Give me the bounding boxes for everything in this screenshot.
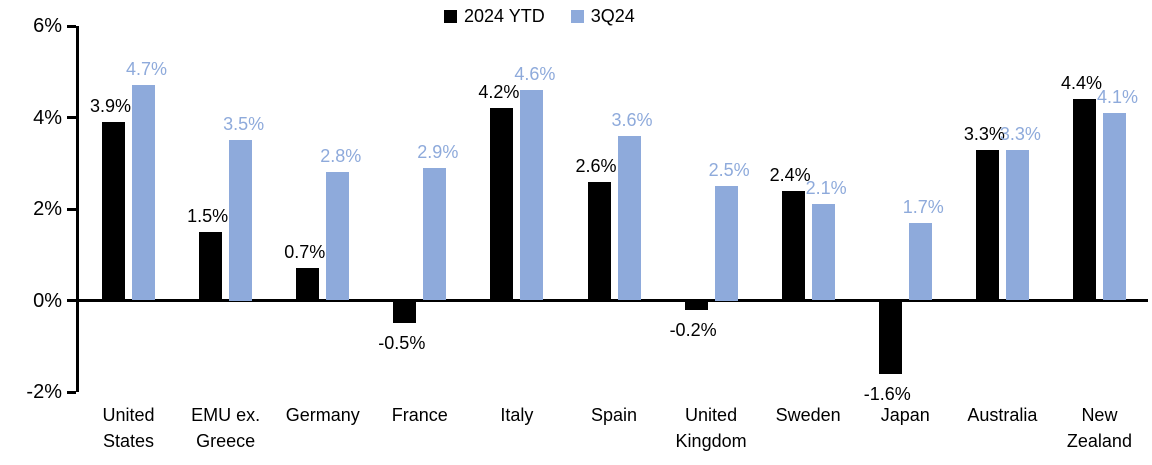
y-tick-mark [67, 24, 76, 28]
y-tick-label: 6% [33, 15, 62, 37]
bar [878, 300, 902, 374]
bar-label: -1.6% [863, 383, 911, 404]
x-axis-zero-line [76, 299, 1148, 302]
y-tick-label: 0% [33, 289, 62, 312]
category-labels: United States EMU ex. Greece Germany France… [80, 402, 1148, 462]
bar [102, 122, 126, 301]
legend-item-2024-ytd: 2024 YTD [444, 6, 545, 27]
bar-label: 2.1% [805, 178, 847, 199]
bar-label: 2.5% [708, 160, 750, 181]
y-tick-label: -2% [26, 381, 62, 403]
legend-label-3q24: 3Q24 [590, 6, 635, 26]
bar [393, 300, 417, 324]
bar-label: 1.7% [902, 196, 944, 217]
bar-label: 4.7% [126, 59, 168, 80]
bar-label: 2.8% [320, 146, 362, 167]
legend-swatch-2024-ytd-icon [444, 10, 457, 23]
legend-label-2024-ytd: 2024 YTD [464, 6, 545, 26]
bar [908, 222, 932, 301]
bar [490, 108, 514, 301]
plot-area: 3.9% 4.7% 1.5% 3.5% 0.7% 2.8% -0.5% 2.9% 4.2% 4.6… [76, 26, 1148, 404]
bar [132, 85, 156, 301]
bar-label: 4.6% [514, 64, 556, 85]
bar [587, 181, 611, 301]
bar-label: 4.2% [478, 82, 520, 103]
bar [714, 186, 738, 301]
category-label: France [391, 405, 448, 425]
bar [684, 300, 708, 310]
y-tick-label: 4% [33, 106, 62, 129]
bar [811, 204, 835, 301]
category-label: EMU ex. Greece [191, 405, 261, 451]
category-label: Sweden [775, 405, 841, 425]
bar-label: -0.2% [669, 319, 717, 340]
category-label: New Zealand [1066, 405, 1132, 451]
y-tick-mark [67, 390, 76, 394]
y-axis: 6% 4% 2% 0% -2% [0, 15, 80, 403]
category-label: Japan [880, 405, 930, 425]
bar [1005, 149, 1029, 301]
bar-label: 2.6% [575, 155, 617, 176]
bar [1102, 112, 1126, 301]
bar [423, 167, 447, 301]
legend-item-3q24: 3Q24 [570, 6, 635, 27]
category-label: United States [102, 405, 155, 451]
bar-label: 4.4% [1060, 73, 1102, 94]
bar [199, 231, 223, 301]
y-axis-line [76, 26, 79, 392]
bar-label: 2.9% [417, 141, 459, 162]
bar-label: 3.5% [223, 114, 265, 135]
category-label: Italy [500, 405, 534, 425]
y-tick-label: 2% [33, 198, 62, 220]
bar [781, 190, 805, 301]
bar-label: 1.5% [187, 205, 229, 226]
bar [326, 172, 350, 301]
y-tick-mark [67, 299, 76, 302]
bar [296, 268, 320, 301]
category-label: Germany [285, 405, 360, 425]
y-tick-mark [67, 116, 76, 119]
bar [1072, 99, 1096, 301]
bar-label: 4.1% [1096, 86, 1138, 107]
bar [520, 90, 544, 301]
bar-label: 2.4% [769, 164, 811, 185]
category-label: United Kingdom [675, 405, 747, 451]
legend-swatch-3q24-icon [570, 10, 584, 23]
y-tick-mark [67, 207, 76, 211]
bar-label: 3.6% [611, 109, 653, 130]
bar [229, 140, 253, 301]
category-label: Australia [967, 405, 1038, 425]
bar-label: -0.5% [378, 333, 426, 354]
legend: 2024 YTD 3Q24 [444, 6, 635, 27]
bar-label: 3.3% [999, 123, 1041, 144]
bar-label: 3.9% [90, 96, 132, 117]
bar [975, 149, 999, 301]
bar-label: 3.3% [963, 123, 1005, 144]
bar [617, 135, 641, 301]
category-label: Spain [590, 405, 638, 425]
bar-label: 0.7% [284, 242, 326, 263]
